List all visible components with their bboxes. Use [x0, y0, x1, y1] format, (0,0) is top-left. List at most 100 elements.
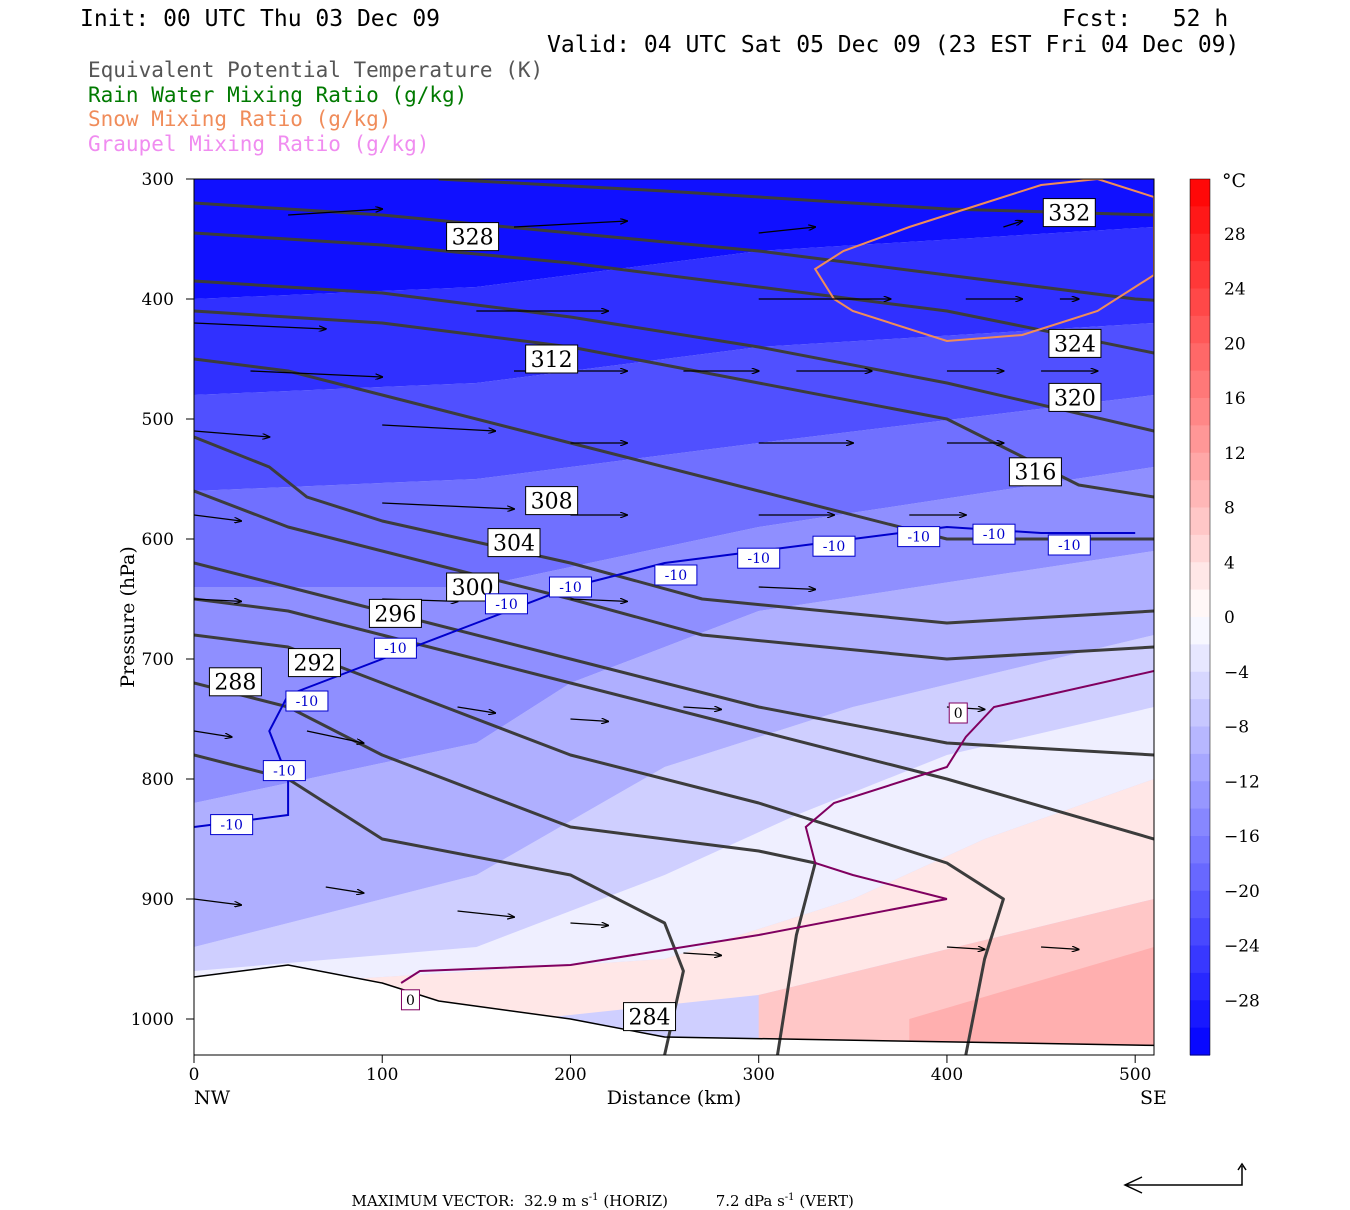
isotherm-minus10-label-4-box — [484, 593, 528, 615]
theta-e-contour-324 — [194, 231, 1154, 355]
colorbar-unit: °C — [1222, 170, 1246, 192]
legend-graupel: Graupel Mixing Ratio (g/kg) — [88, 132, 430, 156]
colorbar-segment-30 — [1190, 1000, 1210, 1029]
y-tick-label-500: 500 — [142, 410, 174, 430]
theta-e-label-332-box — [1042, 198, 1096, 228]
theta-e-contour-288 — [194, 681, 817, 1055]
colorbar-segment-29 — [1190, 972, 1210, 1001]
theta-e-label-304: 304 — [493, 532, 535, 557]
max-vector-vert: 7.2 dPa s — [715, 1192, 785, 1210]
wind-vector-39 — [683, 953, 721, 955]
x-tick-label-200: 200 — [554, 1065, 586, 1085]
isotherm-minus10-label-7-box — [737, 547, 781, 569]
colorbar-segment-13 — [1190, 534, 1210, 563]
isotherm-minus10-label-3-box — [373, 637, 417, 659]
colorbar-tick-label-4: 4 — [1224, 553, 1235, 573]
snow-mixing-ratio-contour — [813, 179, 1154, 343]
x-right-direction: SE — [1140, 1087, 1167, 1109]
colorbar-segment-24 — [1190, 836, 1210, 864]
legend-rain: Rain Water Mixing Ratio (g/kg) — [88, 83, 468, 107]
colorbar-segment-7 — [1190, 370, 1210, 399]
colorbar-segment-27 — [1190, 918, 1210, 947]
max-vector-vert-tail: (VERT) — [794, 1192, 854, 1210]
wind-vector-35 — [194, 898, 241, 905]
colorbar-segment-12 — [1190, 507, 1210, 536]
isotherm-minus10-label-1: -10 — [273, 764, 296, 780]
cross-section-chart: 332328324320316312308304300296292288284-… — [117, 170, 1260, 1109]
theta-e-label-304-box — [487, 528, 541, 558]
y-tick-label-600: 600 — [142, 530, 174, 550]
wind-vector-2 — [758, 227, 815, 234]
isotherm-minus10-label-5: -10 — [559, 580, 582, 596]
theta-e-contour-308 — [194, 435, 1154, 625]
wind-vector-9 — [250, 370, 382, 377]
theta-e-contour-300 — [194, 561, 1154, 757]
colorbar-tick-label--12: −12 — [1224, 772, 1260, 792]
temperature-band-6 — [194, 635, 1154, 971]
colorbar-segment-14 — [1190, 562, 1210, 591]
terrain-fill — [194, 965, 1154, 1055]
legend-snow: Snow Mixing Ratio (g/kg) — [88, 107, 392, 131]
theta-e-label-332: 332 — [1048, 202, 1090, 227]
isotherm-minus10-label-6-box — [654, 564, 698, 586]
y-tick-label-300: 300 — [142, 170, 174, 190]
isotherm-minus10-label-10-box — [972, 523, 1016, 545]
colorbar-tick-label-8: 8 — [1224, 499, 1235, 519]
y-tick-label-700: 700 — [142, 650, 174, 670]
colorbar-segment-17 — [1190, 644, 1210, 673]
colorbar-segment-10 — [1190, 452, 1210, 481]
y-tick-label-400: 400 — [142, 290, 174, 310]
theta-e-label-296-box — [368, 598, 422, 628]
wind-vector-4 — [194, 322, 326, 329]
x-axis-title: Distance (km) — [607, 1087, 742, 1109]
isotherm-zero-label-0-box — [400, 989, 420, 1011]
wind-vector-15 — [194, 430, 269, 437]
colorbar-segment-25 — [1190, 863, 1210, 892]
isotherm-minus10-label-0: -10 — [220, 818, 243, 834]
colorbar-segment-11 — [1190, 480, 1210, 509]
wind-vector-20 — [194, 514, 241, 521]
temperature-band-8 — [194, 779, 1154, 1055]
colorbar-tick-label-0: 0 — [1224, 608, 1235, 628]
theta-e-label-312-box — [525, 344, 579, 374]
colorbar-segment-8 — [1190, 398, 1210, 426]
wind-vector-31 — [457, 706, 496, 713]
y-axis-title: Pressure (hPa) — [117, 546, 139, 688]
colorbar-segment-31 — [1190, 1027, 1210, 1056]
colorbar-segment-23 — [1190, 808, 1210, 837]
max-vector-vert-exp: -1 — [784, 1192, 795, 1203]
x-tick-label-500: 500 — [1119, 1065, 1151, 1085]
theta-e-label-308-box — [525, 486, 579, 516]
max-vector-label: MAXIMUM VECTOR: — [351, 1192, 515, 1210]
valid-time: Valid: 04 UTC Sat 05 Dec 09 (23 EST Fri … — [547, 32, 1240, 58]
colorbar-tick-label--28: −28 — [1224, 991, 1260, 1011]
max-vector-horiz-exp: -1 — [588, 1192, 599, 1203]
y-tick-label-800: 800 — [142, 770, 174, 790]
isotherm-minus10-label-2: -10 — [296, 694, 319, 710]
colorbar-tick-label-28: 28 — [1224, 225, 1246, 245]
colorbar-segment-19 — [1190, 699, 1210, 728]
theta-e-label-300-box — [446, 572, 500, 602]
wind-vector-37 — [457, 910, 514, 917]
isotherm-minus10-label-11-box — [1047, 534, 1091, 556]
isotherm-minus10-label-2-box — [285, 690, 329, 712]
isotherm-zero-label-1-box — [948, 702, 968, 724]
temperature-band-2 — [194, 323, 1154, 491]
temperature-band-1 — [194, 227, 1154, 395]
isotherm-minus10-label-10: -10 — [983, 527, 1006, 543]
theta-e-label-292: 292 — [293, 652, 335, 677]
reference-vector-icon — [1123, 1162, 1247, 1194]
theta-e-label-324: 324 — [1054, 332, 1096, 357]
isotherm-minus10-label-6: -10 — [665, 568, 688, 584]
wind-vector-25 — [194, 599, 241, 601]
colorbar-tick-label--24: −24 — [1224, 937, 1260, 957]
isotherm-minus10-label-3: -10 — [384, 641, 407, 657]
isotherm-minus10-label-8-box — [812, 535, 856, 557]
theta-e-label-288-box — [208, 667, 262, 697]
theta-e-label-296: 296 — [374, 602, 416, 627]
theta-e-contour-328 — [194, 201, 1154, 302]
isotherm-minus10-label-0-box — [210, 814, 254, 836]
legend-theta-e: Equivalent Potential Temperature (K) — [88, 58, 544, 82]
forecast-hour: Fcst: 52 h — [1062, 6, 1229, 32]
wind-vector-3 — [1003, 221, 1022, 228]
